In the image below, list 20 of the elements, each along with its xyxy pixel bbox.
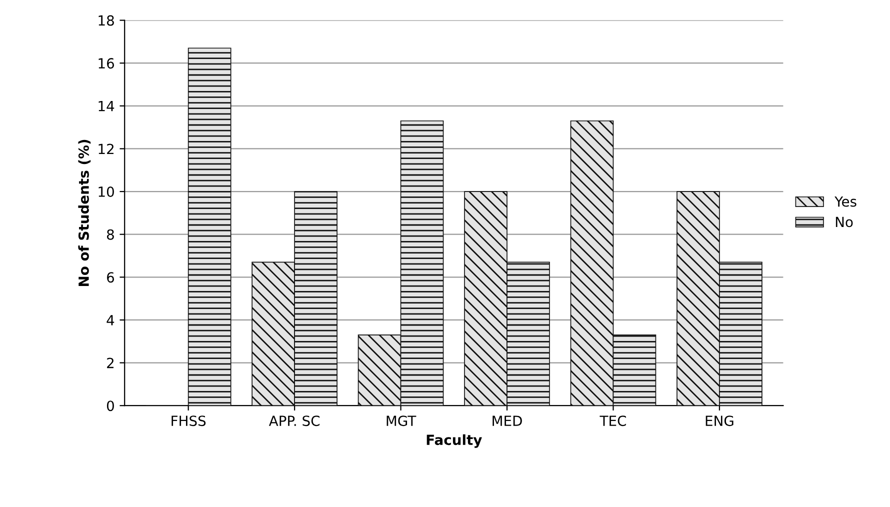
y-tick-label: 6 — [107, 272, 114, 283]
y-tick-label: 2 — [107, 358, 114, 368]
legend-label: Yes — [834, 196, 856, 207]
y-tick-label: 12 — [98, 144, 114, 154]
y-tick-label: 10 — [98, 186, 114, 198]
y-tick-label: 16 — [98, 58, 114, 69]
y-tick-label: 18 — [98, 15, 114, 26]
x-tick-label: APP. SC — [268, 416, 320, 426]
y-axis-title: No of Students (%) — [78, 140, 91, 286]
x-tick-label: MED — [492, 416, 522, 426]
x-tick-label: TEC — [600, 416, 626, 426]
y-tick-label: 8 — [106, 229, 114, 240]
legend-label: No — [836, 216, 853, 228]
x-tick-label: ENG — [706, 416, 734, 426]
y-tick-label: 4 — [106, 315, 114, 326]
y-tick-label: 0 — [106, 400, 114, 412]
x-axis-title: Faculty — [426, 434, 482, 448]
x-tick-label: FHSS — [172, 416, 206, 426]
x-tick-label: MGT — [386, 416, 416, 426]
y-tick-label: 14 — [98, 101, 114, 112]
